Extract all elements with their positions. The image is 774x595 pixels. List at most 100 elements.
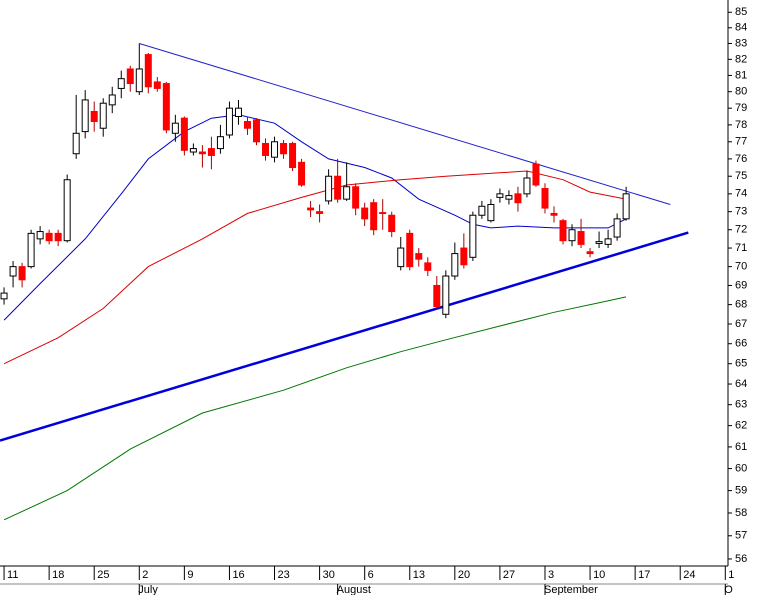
candle-body (9, 266, 17, 277)
x-tick-label: 20 (458, 569, 470, 581)
candle-body (478, 205, 486, 216)
candle-body (153, 81, 161, 89)
x-tick-label: 6 (368, 569, 374, 581)
candle-body (532, 163, 540, 186)
x-tick-label: 9 (187, 569, 193, 581)
x-tick-label: 10 (593, 569, 605, 581)
candle-body (271, 141, 279, 158)
candle-body (289, 142, 297, 169)
trend-line (139, 43, 671, 205)
y-tick-label: 61 (735, 441, 747, 453)
candle-body (262, 142, 270, 156)
candle-body (243, 121, 251, 129)
y-tick-label: 67 (735, 318, 747, 330)
candle-body (90, 110, 98, 123)
candle-body (343, 186, 351, 200)
candle-body (352, 186, 360, 209)
y-tick-label: 72 (735, 224, 747, 236)
candle-body (108, 94, 116, 106)
month-label: September (544, 584, 598, 595)
y-tick-label: 78 (735, 119, 747, 131)
candle-body (415, 253, 423, 260)
x-tick-label: 30 (323, 569, 335, 581)
candle-body (550, 212, 558, 216)
candle-body (45, 232, 53, 242)
candle-body (316, 211, 324, 214)
candle-body (280, 142, 288, 155)
candle-body (325, 175, 333, 202)
candle-body (469, 214, 477, 258)
candle-body (171, 122, 179, 134)
candle-body (135, 68, 143, 93)
candle-body (451, 253, 459, 277)
y-tick-label: 63 (735, 399, 747, 411)
moving-average (3, 296, 627, 521)
moving-average (3, 170, 627, 365)
candle-body (117, 78, 125, 89)
x-tick-label: 11 (7, 569, 18, 581)
y-tick-label: 65 (735, 358, 747, 370)
x-tick-label: 17 (638, 569, 650, 581)
y-tick-label: 80 (735, 86, 747, 98)
candle-body (216, 136, 224, 150)
y-tick-label: 76 (735, 153, 747, 165)
candle-body (487, 203, 495, 222)
candle-body (397, 247, 405, 268)
candle-body (180, 117, 188, 151)
y-tick-label: 75 (735, 170, 747, 182)
candle-body (505, 195, 513, 200)
candle-body (388, 214, 396, 233)
candle-body (144, 54, 152, 88)
candle-body (370, 202, 378, 231)
y-tick-label: 62 (735, 420, 747, 432)
y-tick-label: 57 (735, 530, 747, 542)
candle-body (433, 284, 441, 308)
x-tick-label: 2 (142, 569, 148, 581)
y-tick-label: 70 (735, 261, 747, 273)
x-tick-label: 18 (52, 569, 64, 581)
candle-body (225, 107, 233, 136)
candle-body (207, 148, 215, 156)
y-tick-label: 56 (735, 553, 747, 565)
candle-body (541, 188, 549, 209)
x-tick-label: 1 (728, 569, 734, 581)
candle-body (424, 262, 432, 271)
y-tick-label: 58 (735, 507, 747, 519)
candle-body (586, 251, 594, 255)
candle-body (0, 292, 8, 300)
trend-line (0, 231, 689, 442)
y-tick-label: 71 (735, 242, 747, 254)
y-tick-label: 83 (735, 37, 747, 49)
y-tick-label: 77 (735, 136, 747, 148)
candle-body (27, 232, 35, 268)
y-tick-label: 82 (735, 53, 747, 65)
candle-body (442, 275, 450, 315)
candle-body (81, 99, 89, 133)
candle-body (379, 212, 387, 215)
x-tick-label: 13 (413, 569, 425, 581)
candle-body (126, 68, 134, 85)
y-tick-label: 64 (735, 378, 747, 390)
y-tick-label: 81 (735, 69, 747, 81)
candle-body (298, 161, 306, 186)
candle-body (613, 218, 621, 238)
candle-body (577, 231, 585, 245)
candle-body (252, 119, 260, 143)
candle-body (460, 247, 468, 266)
candle-body (523, 177, 531, 195)
y-tick-label: 59 (735, 485, 747, 497)
candle-body (189, 148, 197, 153)
candle-body (604, 238, 612, 245)
candle-body (361, 207, 369, 220)
y-tick-label: 73 (735, 206, 747, 218)
x-tick-label: 3 (548, 569, 554, 581)
x-tick-label: 25 (97, 569, 109, 581)
candle-body (307, 207, 315, 211)
x-tick-label: 24 (683, 569, 695, 581)
candle-body (36, 231, 44, 240)
candle-body (18, 266, 26, 281)
month-label: July (138, 584, 158, 595)
y-tick-label: 66 (735, 338, 747, 350)
